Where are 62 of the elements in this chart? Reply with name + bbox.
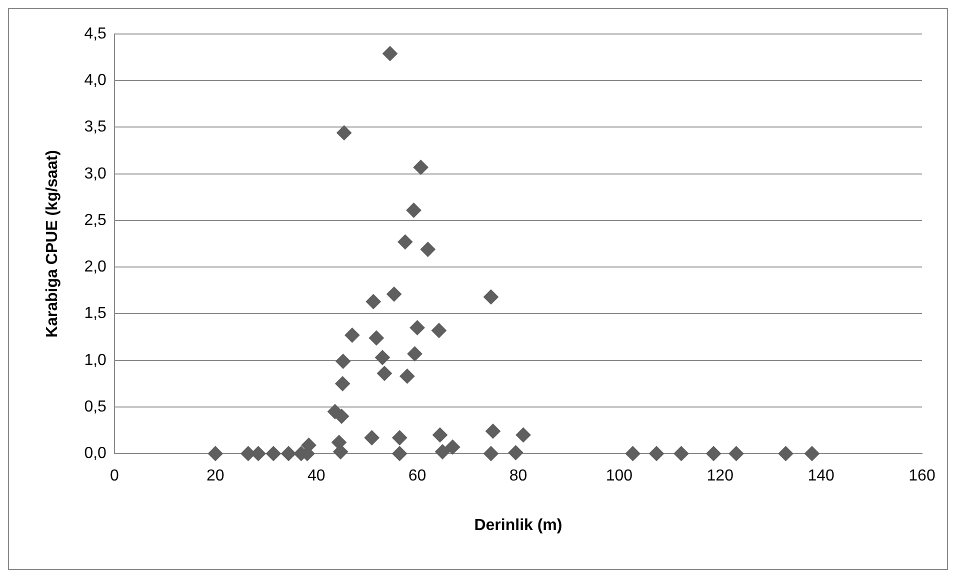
x-tick-label: 20 [206,468,224,485]
point [483,289,498,304]
point [382,46,398,62]
point [364,430,380,446]
y-tick-label: 0,5 [84,398,107,416]
y-tick-label: 2,0 [84,258,107,276]
y-tick-label: 4,0 [84,72,107,90]
point [366,294,381,310]
point [344,328,360,343]
y-tick-label: 3,5 [84,118,107,136]
point [281,446,296,462]
point [398,234,413,250]
point [485,424,500,439]
point [516,427,531,442]
x-tick-label: 100 [606,468,633,485]
point [392,446,408,462]
point [336,125,352,140]
point [410,320,425,336]
point [406,202,422,218]
point [208,446,223,462]
y-tick-label: 1,5 [84,305,107,322]
point [333,444,348,460]
point [649,446,664,462]
point [804,446,820,462]
point [625,446,640,462]
y-axis-title: Karabiga CPUE (kg/saat) [44,150,62,338]
x-tick-label: 0 [110,468,119,485]
x-tick-label: 80 [509,468,528,485]
point [674,446,689,462]
x-tick-label: 40 [307,468,326,485]
x-tick-label: 140 [808,468,834,485]
point [374,350,390,366]
point [407,346,422,362]
y-tick-label: 4,5 [84,25,107,42]
point [508,445,524,460]
point [413,160,428,175]
point [483,446,498,462]
point [266,446,281,462]
point [335,376,350,392]
y-tick-label: 0,0 [84,445,107,462]
y-tick-label: 2,5 [84,212,107,229]
point [778,446,794,462]
x-tick-label: 160 [908,468,936,485]
point [431,323,446,338]
point [376,366,392,381]
point [400,368,415,384]
point [386,286,402,302]
y-tick-label: 1,0 [84,352,107,369]
point [432,427,448,442]
point [336,354,351,369]
point [706,446,722,462]
point [392,430,408,446]
x-axis-title: Derinlik (m) [474,516,562,534]
point [334,408,350,424]
x-tick-label: 60 [408,468,426,485]
point [368,330,384,346]
point [420,242,436,257]
point [435,444,450,460]
y-tick-label: 3,0 [84,165,107,182]
point [445,440,460,455]
point [728,446,744,462]
x-tick-label: 120 [706,468,734,485]
